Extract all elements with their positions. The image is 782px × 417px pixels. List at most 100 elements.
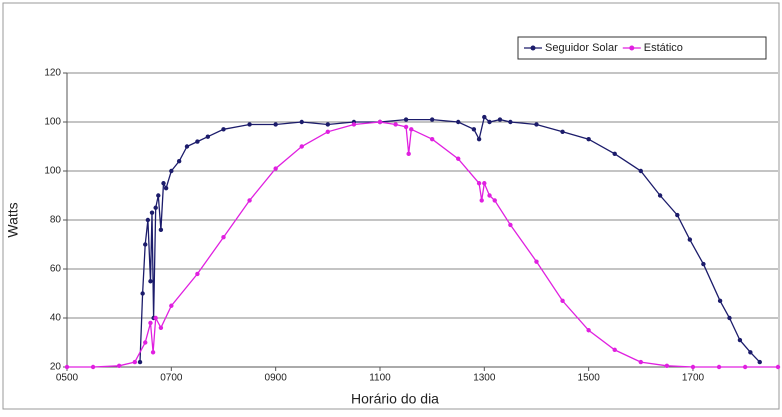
legend-marker — [530, 45, 536, 51]
y-tick-label: 20 — [50, 362, 62, 373]
data-point — [148, 279, 153, 284]
y-tick-label: 60 — [50, 264, 62, 275]
data-point — [492, 198, 497, 203]
data-point — [325, 122, 331, 127]
data-point — [429, 117, 435, 122]
data-point — [195, 139, 200, 144]
x-axis-label: Horário do dia — [351, 391, 439, 407]
data-point — [690, 364, 696, 370]
data-point — [247, 198, 252, 203]
y-axis-label: Watts — [5, 202, 21, 237]
data-point — [140, 291, 145, 296]
data-point — [429, 136, 435, 142]
data-point — [205, 134, 211, 139]
data-point — [479, 198, 484, 203]
y-tick-label: 100 — [44, 166, 61, 177]
data-point — [508, 119, 513, 125]
chart-border — [2, 2, 780, 410]
data-point — [325, 129, 331, 134]
data-point — [560, 129, 565, 134]
data-point — [393, 122, 398, 127]
data-point — [161, 181, 166, 186]
data-point — [487, 119, 492, 125]
data-point — [247, 122, 252, 127]
legend-label: Estático — [644, 42, 683, 54]
data-point — [717, 298, 723, 304]
data-point — [775, 364, 781, 370]
data-point — [586, 328, 591, 333]
data-point — [560, 298, 565, 304]
data-point — [612, 347, 617, 353]
data-point — [150, 350, 156, 355]
data-point — [195, 271, 200, 277]
data-point — [701, 261, 706, 267]
data-point — [737, 337, 743, 343]
data-point — [273, 166, 278, 171]
data-point — [184, 144, 190, 149]
data-point — [406, 151, 411, 157]
data-point — [612, 151, 617, 157]
legend-marker — [629, 45, 635, 51]
x-tick-label: 1500 — [578, 373, 601, 384]
data-point — [534, 259, 539, 264]
y-tick-label: 100 — [44, 117, 61, 128]
legend-box — [517, 36, 767, 60]
data-point — [169, 303, 174, 308]
data-point — [221, 234, 226, 240]
data-point — [273, 122, 278, 127]
data-point — [156, 193, 161, 198]
data-point — [145, 217, 151, 223]
y-tick-label: 80 — [50, 215, 62, 226]
data-point — [716, 364, 722, 370]
data-point — [687, 237, 693, 242]
data-point — [757, 359, 762, 365]
legend-label: Seguidor Solar — [545, 42, 618, 54]
data-point — [497, 117, 503, 122]
x-tick-label: 1700 — [682, 373, 705, 384]
data-point — [148, 320, 153, 326]
data-point — [482, 181, 487, 186]
data-point — [64, 364, 70, 370]
data-point — [221, 127, 226, 132]
data-point — [476, 136, 482, 142]
data-point — [487, 193, 492, 198]
data-point — [403, 117, 409, 122]
data-point — [471, 127, 477, 132]
data-point — [508, 222, 513, 228]
data-point — [153, 315, 158, 321]
data-point — [143, 242, 148, 247]
x-tick-label: 0900 — [265, 373, 288, 384]
data-point — [153, 205, 158, 210]
data-point — [149, 210, 155, 215]
data-point — [158, 227, 164, 232]
data-point — [482, 114, 487, 120]
data-point — [675, 212, 680, 218]
data-point — [299, 144, 304, 149]
data-point — [176, 159, 182, 164]
data-point — [748, 350, 753, 355]
x-tick-label: 1100 — [369, 373, 391, 384]
data-point — [742, 364, 748, 370]
data-point — [727, 315, 732, 321]
x-tick-label: 0700 — [160, 373, 183, 384]
data-point — [638, 168, 644, 174]
data-point — [351, 122, 357, 127]
data-point — [409, 127, 414, 132]
data-point — [163, 185, 169, 191]
data-point — [116, 363, 122, 368]
data-point — [664, 363, 670, 368]
data-point — [137, 359, 143, 365]
data-point — [586, 136, 591, 142]
data-point — [403, 124, 409, 130]
data-point — [657, 193, 663, 198]
data-point — [534, 122, 539, 127]
data-point — [638, 359, 644, 365]
data-point — [158, 325, 164, 330]
data-point — [377, 119, 383, 125]
data-point — [476, 181, 482, 186]
data-point — [169, 168, 174, 174]
data-point — [456, 119, 461, 125]
x-tick-label: 0500 — [56, 373, 79, 384]
data-point — [299, 119, 304, 125]
